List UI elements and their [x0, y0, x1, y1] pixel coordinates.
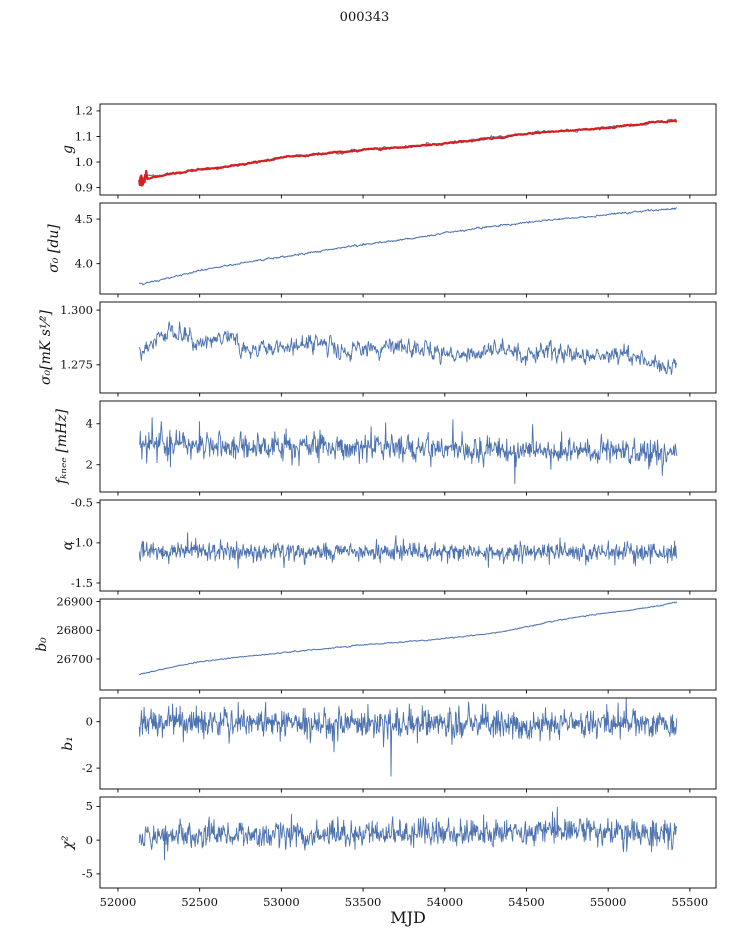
series-chi2	[138, 806, 678, 861]
y-tick-label: -5	[82, 867, 93, 881]
x-tick-label: 53000	[263, 895, 300, 909]
y-axis-label-g: g	[60, 145, 76, 154]
x-tick-label: 54000	[426, 895, 463, 909]
y-tick-label: 26700	[56, 652, 93, 666]
y-tick-label: 1.2	[75, 104, 93, 118]
y-axis-label-alpha: α	[60, 540, 76, 550]
y-tick-label: -2	[82, 761, 93, 775]
panel-alpha: -1.5 -1.0 -0.5 α	[60, 496, 717, 595]
panel-fknee: 2 4 fₖₙₑₑ [mHz]	[54, 400, 717, 496]
y-tick-label: 5	[86, 799, 93, 813]
y-tick-label: -0.5	[71, 496, 93, 510]
y-tick-label: 26900	[56, 594, 93, 608]
y-tick-label: 4.0	[75, 256, 93, 270]
series-sigma0-du	[138, 207, 678, 286]
axes-frame	[99, 301, 717, 394]
panel-g: 0.9 1.0 1.1 1.2 g	[60, 103, 717, 199]
y-tick-label: 0	[86, 833, 93, 847]
axes-frame	[99, 202, 717, 295]
y-tick-label: 4	[86, 417, 93, 431]
panel-b1: -2 0 b₁	[60, 697, 717, 793]
y-tick-label: 0	[86, 714, 93, 728]
axes-frame	[99, 400, 717, 493]
axes-frame	[99, 499, 717, 592]
y-tick-label: 2	[86, 458, 93, 472]
y-tick-label: 1.300	[60, 303, 93, 317]
y-axis-label-chi2: χ²	[60, 835, 76, 850]
series-sigma0-mk	[138, 321, 678, 375]
y-tick-label: 1.0	[75, 155, 93, 169]
series-fknee	[138, 417, 678, 485]
axes-frame	[99, 598, 717, 691]
y-axis-label-sigma0-mk: σ₀[mK s¹⁄²]	[38, 309, 54, 385]
y-tick-label: -1.5	[71, 576, 93, 590]
x-tick-label: 54500	[508, 895, 545, 909]
y-tick-label: 26800	[56, 623, 93, 637]
axes-frame	[99, 103, 717, 196]
axes-frame	[99, 796, 717, 889]
x-tick-label: 53500	[345, 895, 382, 909]
y-tick-label: -1.0	[71, 536, 93, 550]
x-tick-label: 55500	[672, 895, 709, 909]
x-tick-label: 52500	[181, 895, 218, 909]
series-alpha	[138, 532, 678, 569]
panel-b0: 26700 26800 26900 b₀	[34, 594, 717, 694]
series-b1	[138, 698, 678, 777]
chart-title: 000343	[339, 10, 390, 25]
x-axis-label: MJD	[390, 908, 426, 927]
x-tick-label: 55000	[590, 895, 627, 909]
y-axis-label-sigma0-du: σ₀ [du]	[46, 224, 62, 273]
y-axis-label-b1: b₁	[60, 736, 76, 751]
panel-sigma0-du: 4.0 4.5 σ₀ [du]	[46, 202, 717, 298]
panel-sigma0-mk: 1.275 1.300 σ₀[mK s¹⁄²]	[38, 301, 717, 397]
panel-chi2: -5 0 5 χ²	[60, 796, 717, 892]
x-tick-label: 52000	[100, 895, 137, 909]
y-axis-label-fknee: fₖₙₑₑ [mHz]	[54, 408, 70, 485]
y-tick-label: 4.5	[75, 212, 93, 226]
series-gain-model	[138, 119, 678, 187]
axes-frame	[99, 697, 717, 790]
y-tick-label: 0.9	[75, 180, 93, 194]
y-tick-label: 1.1	[75, 129, 93, 143]
y-axis-label-b0: b₀	[34, 637, 50, 652]
y-tick-label: 1.275	[60, 358, 93, 372]
series-b0	[139, 601, 678, 676]
